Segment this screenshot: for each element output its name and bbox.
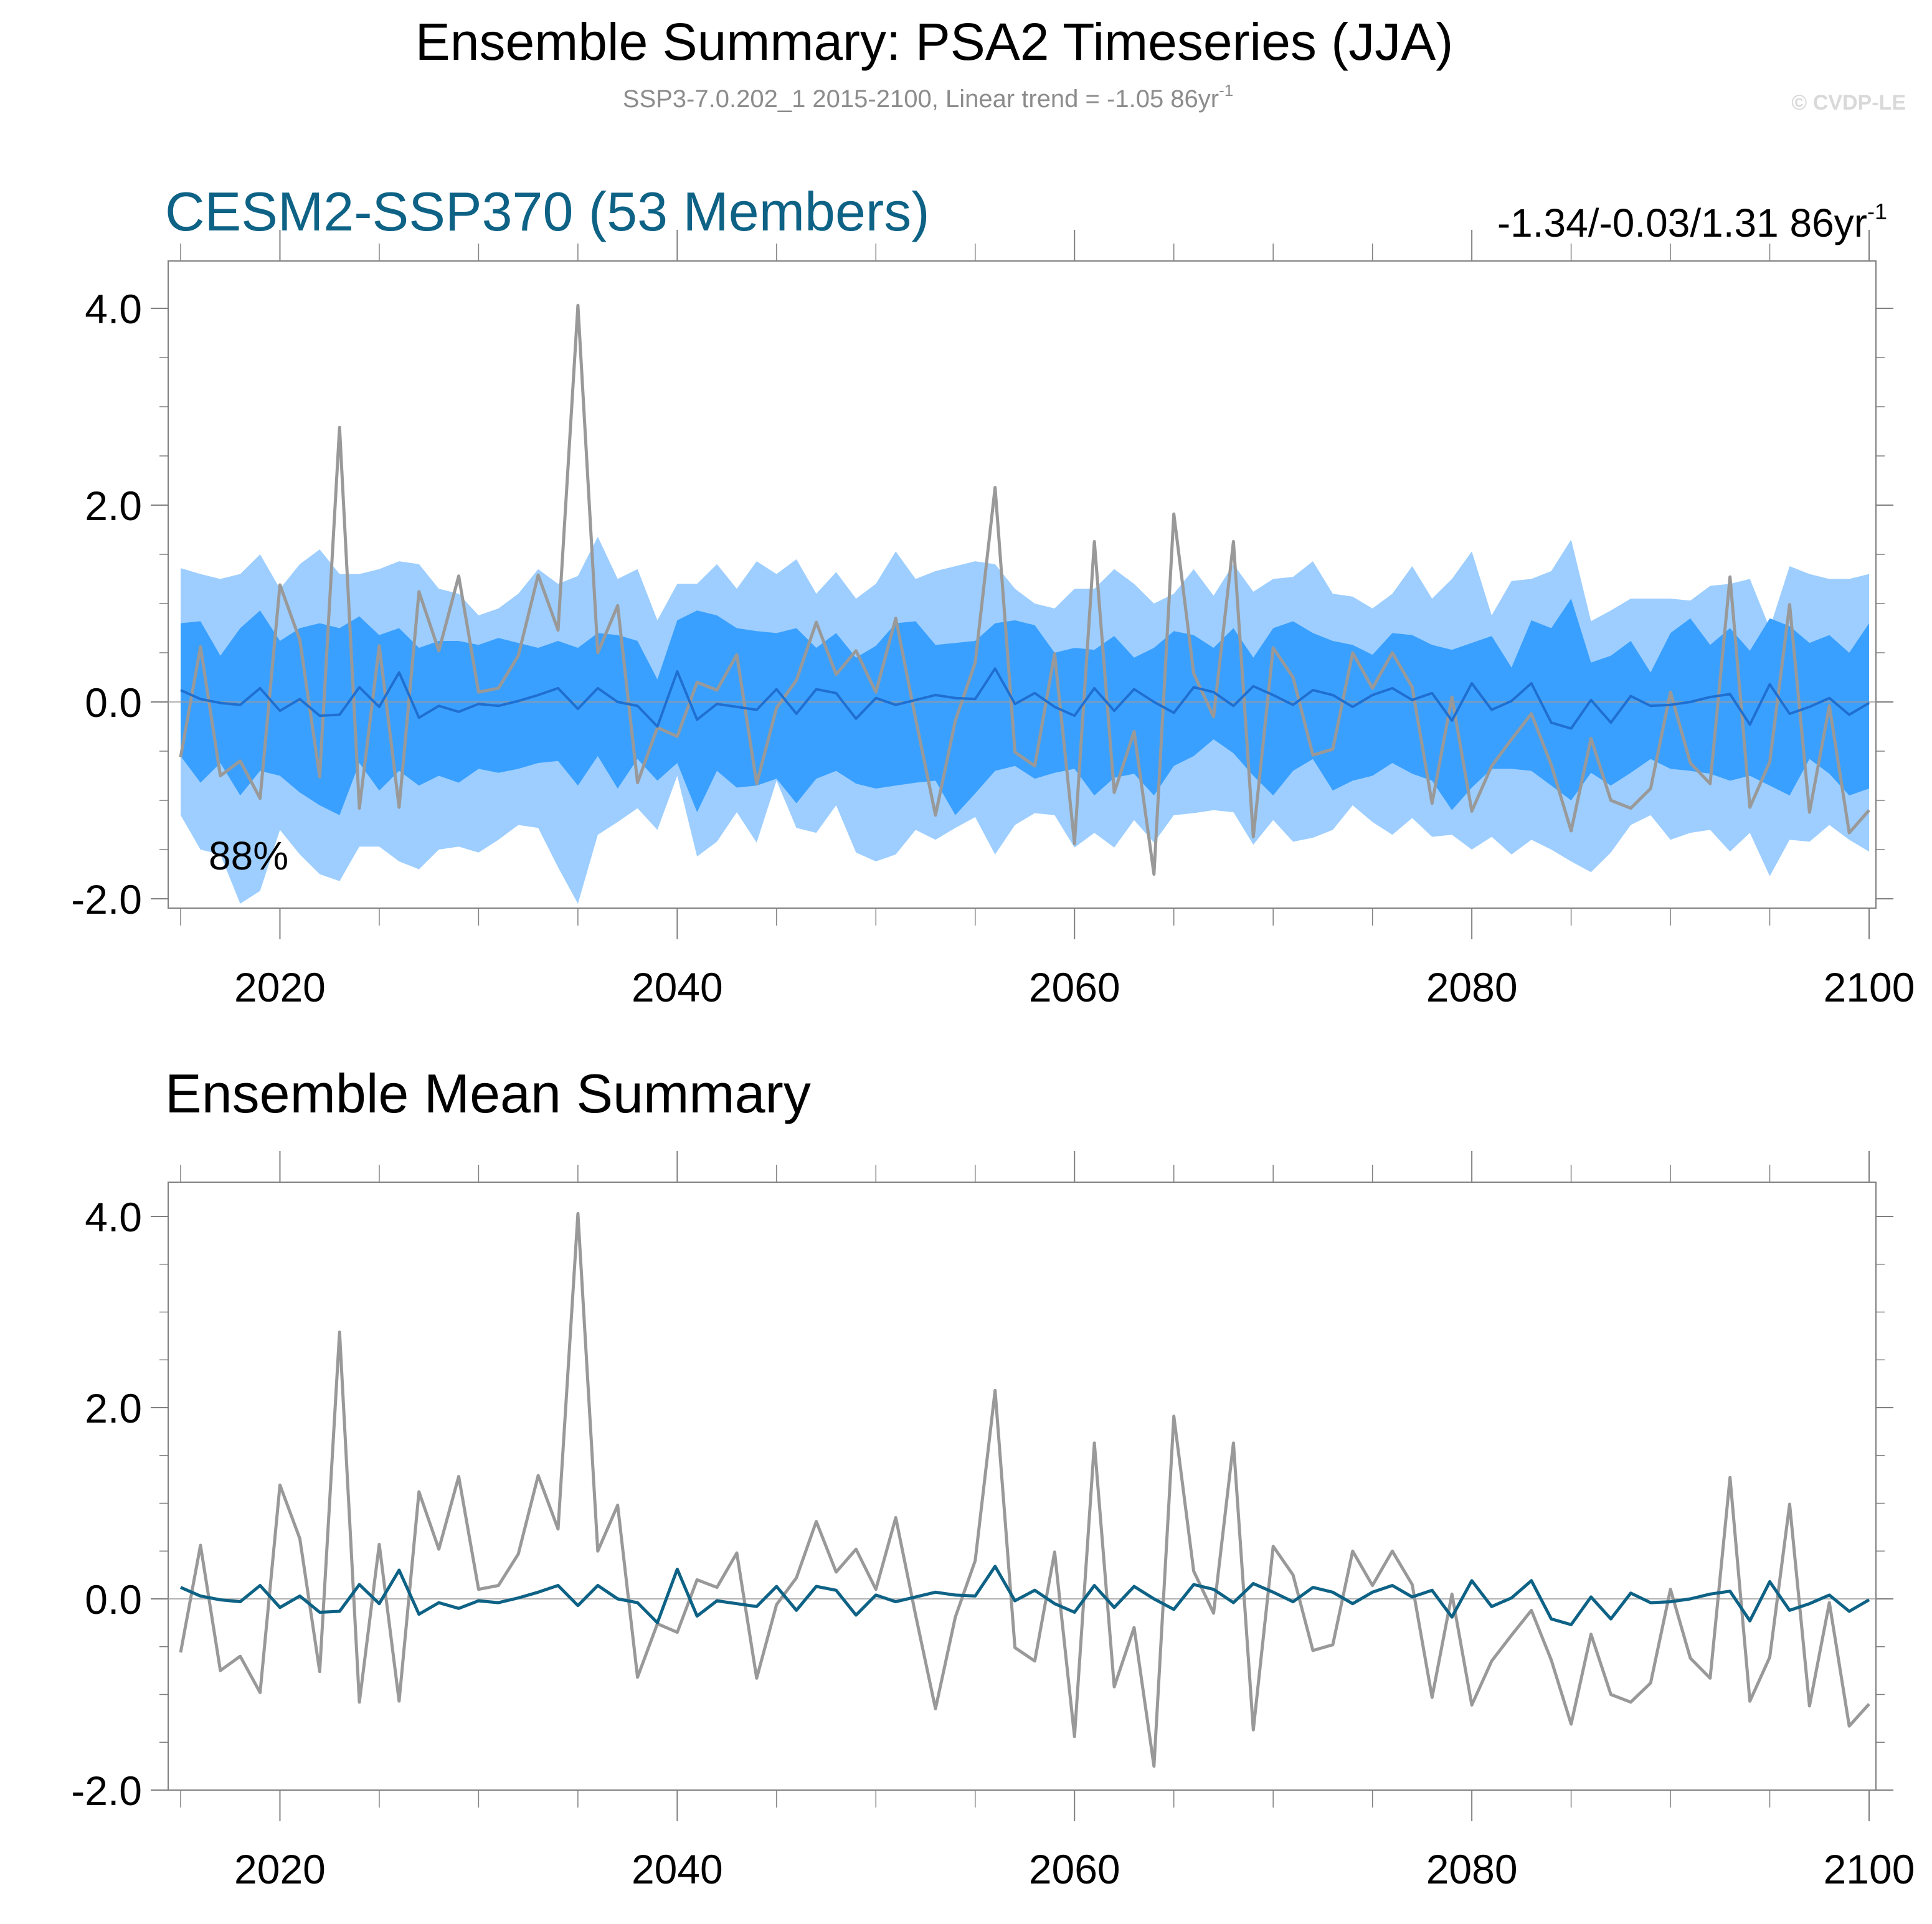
percent-annotation: 88% — [209, 833, 288, 878]
trend-range-superscript: -1 — [1867, 199, 1887, 224]
band-inner-25-75 — [181, 599, 1869, 815]
top-ytick-label: 0.0 — [85, 680, 142, 726]
panel-top-axes: -2.0 0.0 2.0 4.0 2020 2040 2060 2080 2100 — [71, 230, 1915, 1010]
watermark: © CVDP-LE — [1791, 91, 1906, 115]
top-xtick-label: 2100 — [1824, 964, 1915, 1010]
panel-top-title: CESM2-SSP370 (53 Members) — [165, 181, 930, 242]
top-ytick-label: -2.0 — [71, 876, 142, 922]
ensemble-spread-bands — [181, 536, 1869, 904]
top-ytick-label: 4.0 — [85, 286, 142, 332]
top-xtick-label: 2020 — [234, 964, 326, 1010]
figure-title: Ensemble Summary: PSA2 Timeseries (JJA) — [415, 12, 1453, 71]
bottom-ytick-label: 2.0 — [85, 1385, 142, 1431]
panel-bottom-axes: -2.0 0.0 2.0 4.0 2020 2040 2060 2080 2100 — [71, 1151, 1915, 1892]
panel-bottom-series — [179, 1211, 1870, 1768]
subtitle-superscript: -1 — [1219, 81, 1233, 100]
bottom-xtick-label: 2080 — [1426, 1846, 1518, 1892]
bottom-observed-line — [179, 1211, 1870, 1768]
trend-range-text: -1.34/-0.03/1.31 86yr — [1497, 201, 1867, 245]
bottom-xtick-label: 2060 — [1029, 1846, 1120, 1892]
panel-top-series — [179, 303, 1870, 876]
bottom-xtick-label: 2020 — [234, 1846, 326, 1892]
bottom-ensemble-mean-line — [180, 1565, 1870, 1626]
trend-range-label: -1.34/-0.03/1.31 86yr-1 — [1497, 199, 1887, 245]
panel-bottom: Ensemble Mean Summary -2.0 0.0 2.0 4.0 2020 2… — [71, 1063, 1915, 1892]
top-observed-line — [179, 303, 1870, 876]
bottom-ytick-label: 0.0 — [85, 1576, 142, 1623]
bottom-xtick-label: 2040 — [632, 1846, 723, 1892]
figure-subtitle: SSP3-7.0.202_1 2015-2100, Linear trend =… — [623, 81, 1233, 113]
bottom-frame — [168, 1182, 1877, 1791]
top-xtick-label: 2040 — [632, 964, 723, 1010]
top-xtick-label: 2080 — [1426, 964, 1518, 1010]
panel-top: CESM2-SSP370 (53 Members) -1.34/-0.03/1.… — [71, 181, 1915, 1010]
panel-bottom-title: Ensemble Mean Summary — [165, 1063, 811, 1124]
top-xtick-label: 2060 — [1029, 964, 1120, 1010]
top-frame — [168, 260, 1877, 909]
top-ytick-label: 2.0 — [85, 483, 142, 529]
top-ensemble-mean-line — [180, 667, 1870, 730]
subtitle-text: SSP3-7.0.202_1 2015-2100, Linear trend =… — [623, 85, 1219, 113]
bottom-ytick-label: -2.0 — [71, 1768, 142, 1814]
bottom-ytick-label: 4.0 — [85, 1194, 142, 1240]
bottom-xtick-label: 2100 — [1824, 1846, 1915, 1892]
